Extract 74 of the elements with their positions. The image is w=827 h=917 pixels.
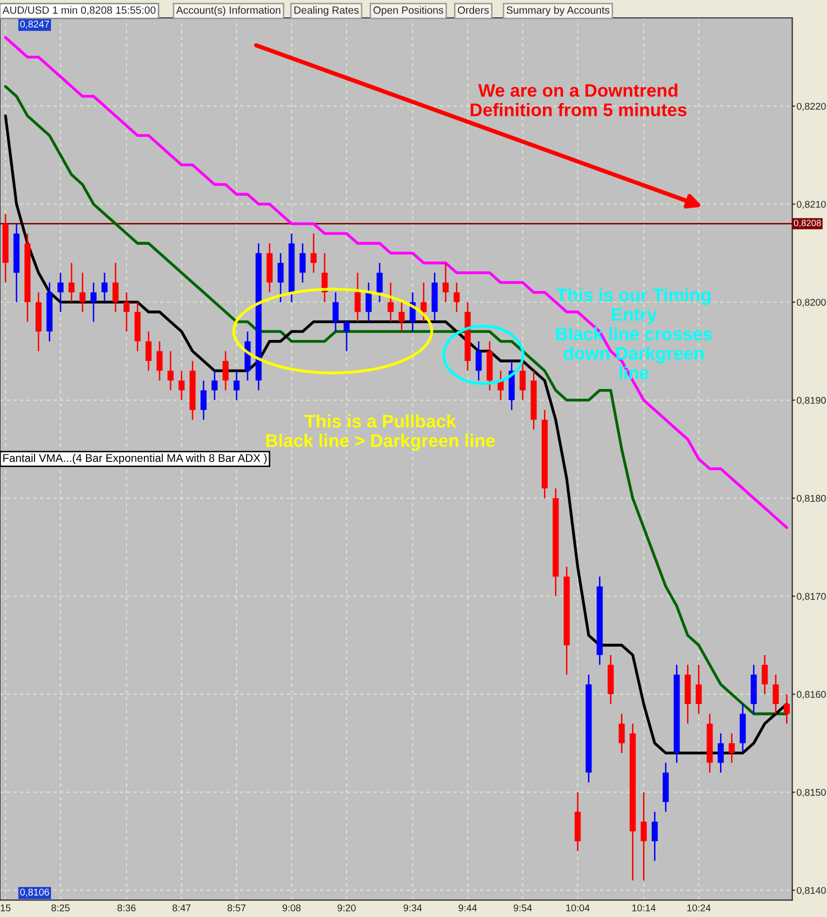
candlestick	[728, 732, 735, 764]
x-tick-label: 9:34	[404, 904, 422, 912]
candlestick	[376, 262, 383, 303]
candlestick	[476, 340, 482, 382]
text: Dealing Rates	[294, 6, 359, 16]
candlestick	[520, 360, 526, 401]
y-tick-label: 0,8200	[796, 298, 826, 307]
candlestick	[300, 242, 306, 284]
x-tick-label: 8:57	[228, 904, 246, 912]
candlestick	[200, 380, 207, 420]
x-tick-label: 8:47	[172, 904, 191, 912]
candlestick	[124, 292, 130, 332]
candlestick	[310, 232, 317, 274]
y-tick-label: 0,8220	[796, 102, 826, 111]
candlestick	[168, 350, 174, 392]
annotation: Fantail VMA...(4 Bar Exponential MA with 8 Bar ADX )	[3, 454, 267, 464]
candlestick	[68, 262, 75, 303]
y-tick-label: 0,8150	[796, 788, 826, 797]
x-tick-label: 9:54	[514, 904, 532, 912]
candlestick	[344, 321, 350, 352]
candlestick	[442, 262, 449, 303]
candlestick	[332, 292, 339, 332]
x-tick-label: 8:36	[118, 904, 136, 912]
chart-title: AUD/USD 1 min 0,8208 15:55:00	[2, 6, 156, 16]
candlestick	[772, 674, 779, 714]
candlestick	[652, 811, 658, 862]
candlestick	[398, 301, 405, 332]
candlestick	[454, 282, 460, 313]
x-tick-label: 8:25	[51, 904, 70, 912]
x-tick-label: 10:04	[566, 904, 590, 912]
annotation: 0,8106	[20, 888, 50, 897]
candlestick	[80, 272, 86, 313]
x-tick-label: 9:44	[458, 904, 477, 912]
candlestick	[146, 330, 152, 372]
candlestick	[278, 252, 284, 303]
line-series	[4, 36, 788, 529]
candlestick	[212, 370, 218, 401]
annotation: We are on a Downtrend Definition from 5 minutes	[470, 84, 686, 116]
text: Orders	[458, 6, 489, 14]
x-tick-label: 9:20	[338, 904, 356, 912]
candlestick	[57, 272, 64, 313]
text: Summary by Accounts	[506, 6, 610, 16]
annotation: 0,8247	[20, 20, 50, 29]
x-tick-label: 9:08	[282, 904, 301, 912]
y-tick-label: 0,8180	[796, 494, 826, 503]
y-tick-label: 0,8160	[796, 690, 826, 699]
ref-line-label: 0,8208	[794, 220, 821, 228]
candlestick	[90, 282, 97, 322]
annotation: This is a Pullback Black line > Darkgreen line	[266, 414, 495, 451]
y-tick-label: 0,8140	[796, 886, 826, 895]
candlestick	[234, 370, 240, 401]
candlestick	[696, 664, 702, 714]
y-tick-label: 0,8170	[796, 592, 826, 601]
x-tick-label: 15	[0, 904, 10, 912]
candlestick	[784, 694, 790, 724]
candlestick	[222, 350, 229, 392]
x-tick-label: 10:14	[632, 904, 656, 912]
candlestick	[762, 654, 768, 695]
y-tick-label: 0,8210	[796, 200, 826, 209]
text: Account(s) Information	[176, 6, 280, 16]
candlestick	[640, 792, 647, 882]
candlestick	[420, 282, 427, 322]
candlestick	[388, 282, 394, 322]
text: Open Positions	[373, 6, 444, 16]
y-tick-label: 0,8190	[796, 396, 826, 405]
candlestick	[718, 732, 724, 774]
candlestick	[112, 262, 119, 313]
x-tick-label: 10:24	[687, 904, 711, 912]
candlestick	[102, 272, 108, 303]
candlestick	[156, 340, 163, 382]
candlestick	[354, 272, 361, 322]
candlestick	[618, 713, 625, 754]
candlestick	[366, 282, 372, 322]
candlestick	[178, 370, 185, 401]
